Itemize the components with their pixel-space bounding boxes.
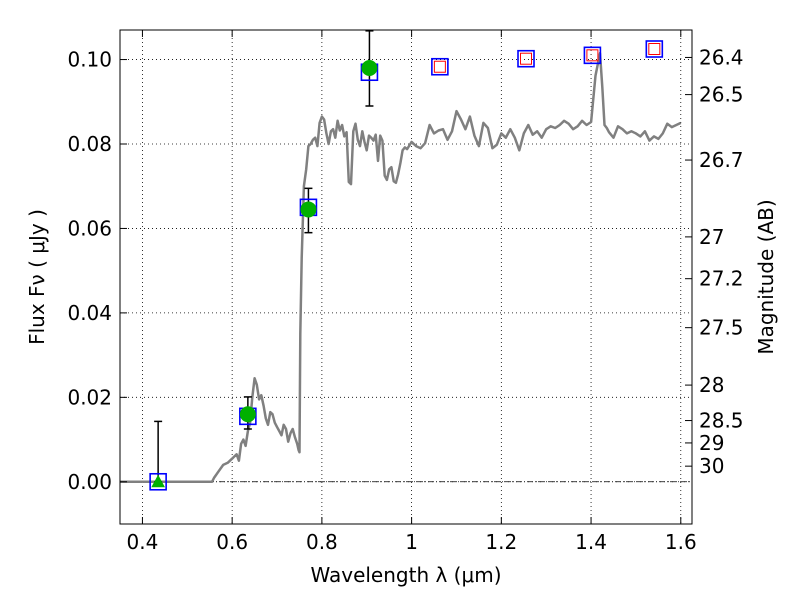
- y2-tick-label: 27: [699, 225, 724, 249]
- y-tick-label: 0.06: [67, 216, 112, 240]
- x-tick-label: 0.4: [127, 530, 159, 554]
- x-tick-label: 1: [405, 530, 418, 554]
- y-tick-label: 0.04: [67, 301, 112, 325]
- x-tick-label: 1.6: [665, 530, 697, 554]
- detection-circle-marker: [239, 406, 256, 423]
- detection-circle-marker: [361, 60, 378, 76]
- upper-limit-triangle-marker: [151, 474, 165, 488]
- marker-layer: [149, 40, 664, 491]
- photometry-square-marker: [645, 40, 664, 58]
- y2-tick-label: 28: [699, 373, 724, 397]
- y2-tick-label: 30: [699, 454, 724, 478]
- photometry-square-marker: [149, 472, 167, 491]
- y-tick-label: 0.00: [67, 470, 112, 494]
- y2-tick-label: 28.5: [699, 409, 744, 433]
- model-spectrum-layer: [120, 51, 682, 484]
- photometry-square-marker: [517, 49, 535, 68]
- ticks-layer: 0.4 0.6 0.8 1 1.2 1.4 1.6 0.00 0.02 0.04 0.06 0.08 0…: [67, 30, 744, 554]
- model-flux-square-marker: [586, 49, 599, 62]
- model-flux-square-marker: [648, 43, 661, 55]
- x-tick-label: 1.4: [575, 530, 607, 554]
- photometry-square-marker: [431, 57, 449, 76]
- x-tick-label: 1.2: [485, 530, 517, 554]
- y2-tick-label: 26.4: [699, 45, 744, 69]
- x-tick-label: 0.8: [306, 530, 338, 554]
- detection-circle-marker: [300, 201, 317, 218]
- y2-tick-label: 27.5: [699, 316, 744, 340]
- plot-frame: [119, 29, 693, 525]
- model-spectrum-line: [120, 51, 682, 484]
- x-axis-title: Wavelength λ (μm): [310, 563, 501, 587]
- y2-tick-label: 29: [699, 431, 724, 455]
- model-flux-square-marker: [520, 52, 533, 65]
- y-axis-title: Flux Fν ( μJy ): [25, 209, 49, 345]
- x-tick-label: 0.6: [216, 530, 248, 554]
- y-tick-label: 0.10: [67, 48, 112, 72]
- y-tick-label: 0.08: [67, 132, 112, 156]
- model-flux-square-marker: [433, 60, 446, 73]
- plot-area: [120, 30, 692, 524]
- photometry-square-marker: [583, 46, 602, 65]
- y2-tick-label: 27.2: [699, 267, 744, 291]
- y2-axis-title: Magnitude (AB): [754, 199, 778, 354]
- y2-tick-label: 26.5: [699, 83, 744, 107]
- y2-tick-label: 26.7: [699, 148, 744, 172]
- y-tick-label: 0.02: [67, 385, 112, 409]
